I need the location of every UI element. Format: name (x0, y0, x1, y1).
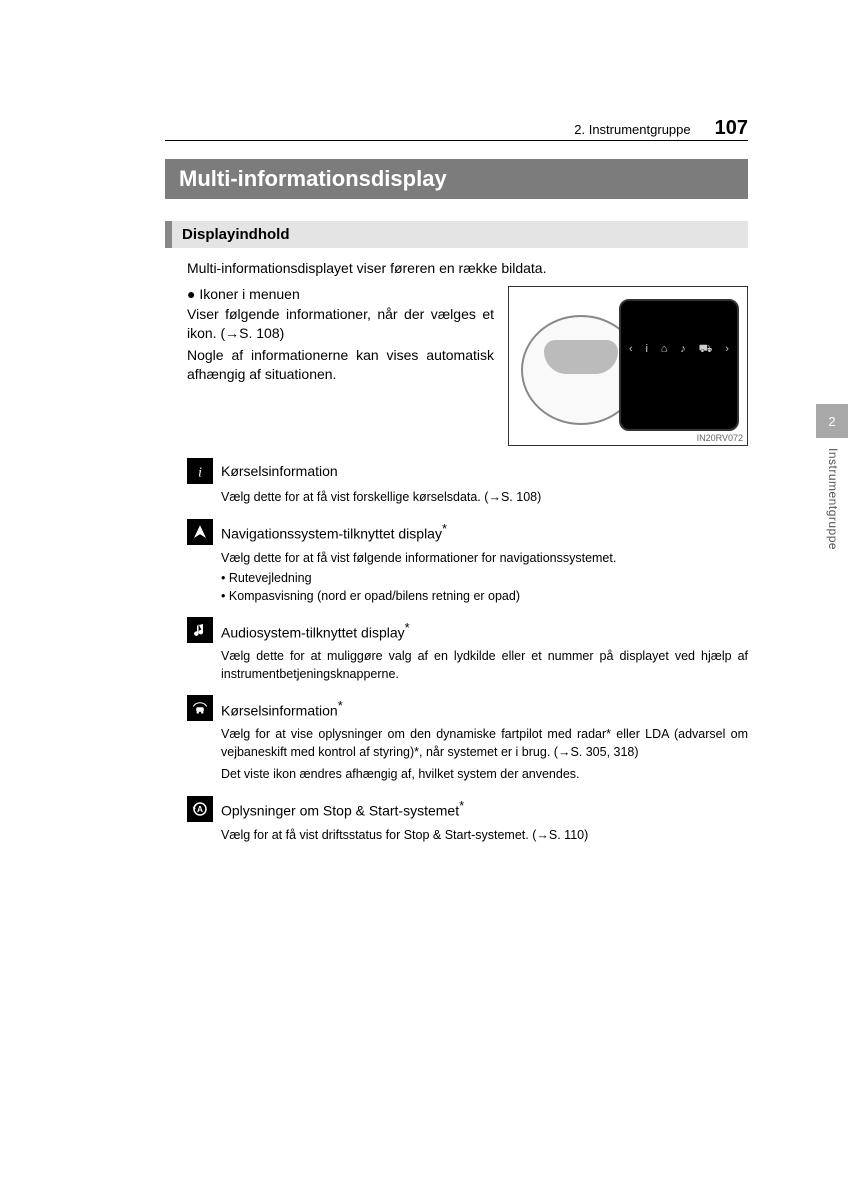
content-block: Ikoner i menuen Viser følgende informati… (187, 286, 748, 844)
dashboard-illustration: ‹ i ⌂ ♪ ⛟ › IN20RV072 (508, 286, 748, 446)
manual-page: 2. Instrumentgruppe 107 Multi-informatio… (0, 0, 848, 904)
info-mini-icon: i (646, 343, 648, 357)
list-item: i Kørselsinformation Vælg dette for at f… (187, 458, 748, 507)
item-title: Navigationssystem-tilknyttet display* (221, 521, 447, 542)
menu-line-2: Nogle af informationerne kan vises autom… (187, 346, 494, 384)
chevron-left-icon: ‹ (629, 343, 633, 357)
item-title: Kørselsinformation* (221, 698, 343, 719)
item-header: i Kørselsinformation (187, 458, 748, 484)
item-header: A Oplysninger om Stop & Start-systemet* (187, 796, 748, 822)
chapter-label: 2. Instrumentgruppe (574, 122, 690, 137)
list-item: Kørselsinformation* Vælg for at vise opl… (187, 695, 748, 784)
menu-text-col: Ikoner i menuen Viser følgende informati… (187, 286, 494, 384)
side-tab: 2 (816, 404, 848, 438)
svg-text:A: A (197, 805, 203, 814)
item-desc: Vælg for at vise oplysninger om den dyna… (221, 726, 748, 761)
illustration-code: IN20RV072 (697, 433, 743, 443)
svg-text:i: i (198, 464, 202, 479)
list-item: A Oplysninger om Stop & Start-systemet* … (187, 796, 748, 845)
item-desc-2: Det viste ikon ændres afhængig af, hvilk… (221, 766, 748, 784)
audio-icon (187, 617, 213, 643)
list-item: Navigationssystem-tilknyttet display* Væ… (187, 519, 748, 606)
car-radar-icon (187, 695, 213, 721)
menu-heading: Ikoner i menuen (187, 286, 494, 302)
item-header: Navigationssystem-tilknyttet display* (187, 519, 748, 545)
header-rule: 2. Instrumentgruppe 107 (165, 140, 748, 141)
bullet: Kompasvisning (nord er opad/bilens retni… (221, 588, 748, 606)
dashboard-screen: ‹ i ⌂ ♪ ⛟ › (619, 299, 739, 431)
item-desc: Vælg dette for at få vist forskellige kø… (221, 489, 748, 507)
chevron-right-icon: › (725, 343, 729, 357)
page-number: 107 (715, 117, 748, 140)
menu-line-1: Viser følgende informationer, når der væ… (187, 305, 494, 343)
audio-mini-icon: ♪ (680, 343, 686, 357)
item-title: Audiosystem-tilknyttet display* (221, 620, 410, 641)
item-desc: Vælg dette for at få vist følgende infor… (221, 550, 748, 606)
item-desc: Vælg for at få vist driftsstatus for Sto… (221, 827, 748, 845)
info-icon: i (187, 458, 213, 484)
item-title: Oplysninger om Stop & Start-systemet* (221, 798, 464, 819)
section-heading: Displayindhold (165, 221, 748, 248)
dashboard-icon-row: ‹ i ⌂ ♪ ⛟ › (629, 343, 729, 357)
intro-text: Multi-informationsdisplayet viser førere… (187, 260, 748, 276)
stop-start-icon: A (187, 796, 213, 822)
car-mini-icon: ⛟ (699, 343, 713, 357)
page-title-bar: Multi-informationsdisplay (165, 159, 748, 199)
item-header: Audiosystem-tilknyttet display* (187, 617, 748, 643)
nav-mini-icon: ⌂ (661, 343, 668, 357)
bullet: Rutevejledning (221, 570, 748, 588)
item-title: Kørselsinformation (221, 463, 338, 479)
menu-row: Ikoner i menuen Viser følgende informati… (187, 286, 748, 446)
side-chapter-label: Instrumentgruppe (826, 448, 840, 550)
list-item: Audiosystem-tilknyttet display* Vælg det… (187, 617, 748, 683)
item-desc: Vælg dette for at muliggøre valg af en l… (221, 648, 748, 683)
item-header: Kørselsinformation* (187, 695, 748, 721)
item-bullets: Rutevejledning Kompasvisning (nord er op… (221, 570, 748, 605)
header-row: 2. Instrumentgruppe 107 (574, 117, 748, 140)
nav-icon (187, 519, 213, 545)
